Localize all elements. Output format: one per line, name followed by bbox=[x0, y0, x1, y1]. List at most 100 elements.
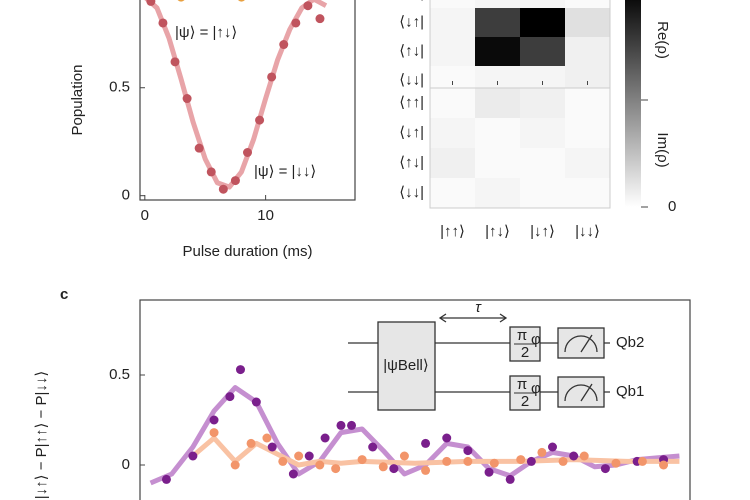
data-point bbox=[209, 415, 219, 425]
heat-cell bbox=[430, 118, 475, 148]
data-point bbox=[262, 433, 272, 443]
plot-frame bbox=[139, 299, 691, 500]
heat-cell bbox=[565, 88, 610, 118]
pulse-top: π bbox=[517, 327, 527, 344]
data-point bbox=[389, 464, 399, 474]
data-point bbox=[161, 474, 171, 484]
heat-cell bbox=[520, 118, 565, 148]
heat-cell bbox=[565, 118, 610, 148]
data-point bbox=[421, 438, 431, 448]
data-point bbox=[421, 465, 431, 475]
plot-frame bbox=[139, 0, 356, 201]
block-label: Im(ρ) bbox=[654, 132, 671, 167]
data-point bbox=[267, 442, 277, 452]
data-point bbox=[243, 148, 252, 158]
data-point bbox=[235, 365, 245, 375]
heat-cell bbox=[475, 118, 520, 148]
data-point bbox=[288, 469, 298, 479]
heat-cell bbox=[565, 8, 610, 37]
meter-icon bbox=[564, 334, 598, 353]
data-point bbox=[505, 474, 515, 484]
heat-cell bbox=[565, 178, 610, 208]
heat-cell bbox=[475, 0, 520, 8]
data-point bbox=[347, 420, 357, 430]
colorbar bbox=[625, 0, 641, 207]
heat-cell bbox=[475, 88, 520, 118]
data-point bbox=[294, 451, 304, 461]
heat-cell bbox=[520, 178, 565, 208]
heat-cell bbox=[430, 8, 475, 37]
y-axis-label: P|↓↑⟩ − P|↑↑⟩ − P|↓↓⟩ bbox=[33, 371, 50, 500]
y-tick-label: 0 bbox=[122, 456, 130, 473]
column-label: |↓↓⟩ bbox=[575, 223, 600, 240]
data-point bbox=[315, 14, 325, 24]
series-label: |ψ⟩ = |↑↓⟩ bbox=[175, 24, 237, 41]
heat-cell bbox=[520, 37, 565, 66]
heat-cell bbox=[430, 0, 475, 8]
data-point bbox=[331, 464, 341, 474]
data-point bbox=[548, 442, 557, 452]
data-point bbox=[182, 94, 192, 104]
row-label: ⟨↓↑| bbox=[399, 124, 424, 141]
y-axis-label: Population bbox=[69, 65, 86, 136]
data-point bbox=[659, 460, 669, 470]
heat-cell bbox=[565, 148, 610, 178]
pulse-bottom: 2 bbox=[521, 393, 529, 410]
data-point bbox=[320, 433, 330, 443]
x-tick-label: 0 bbox=[141, 207, 149, 224]
row-label: ⟨↑↓| bbox=[399, 154, 424, 171]
data-point bbox=[558, 456, 568, 466]
y-tick-label: 0 bbox=[122, 187, 130, 204]
data-point bbox=[463, 446, 473, 456]
heat-cell bbox=[430, 88, 475, 118]
heat-cell bbox=[475, 8, 520, 37]
heat-cell bbox=[475, 178, 520, 208]
data-point bbox=[442, 456, 452, 466]
fit-line bbox=[191, 435, 680, 468]
x-tick-label: 10 bbox=[257, 207, 274, 224]
delay-label: τ bbox=[475, 299, 482, 316]
data-point bbox=[600, 464, 610, 474]
data-point bbox=[637, 456, 647, 466]
data-point bbox=[230, 176, 240, 186]
panel-label: c bbox=[60, 286, 68, 303]
data-point bbox=[206, 167, 216, 177]
block-frame bbox=[429, 87, 611, 209]
heat-cell bbox=[475, 148, 520, 178]
data-point bbox=[158, 18, 168, 28]
column-label: |↑↓⟩ bbox=[485, 223, 510, 240]
heat-cell bbox=[520, 88, 565, 118]
row-label: ⟨↑↑| bbox=[399, 94, 424, 111]
data-point bbox=[146, 0, 156, 6]
meter-icon bbox=[564, 383, 598, 402]
data-point bbox=[442, 433, 452, 443]
heat-cell bbox=[430, 37, 475, 66]
y-tick-label: 0.5 bbox=[109, 79, 130, 96]
data-point bbox=[368, 442, 378, 452]
data-point bbox=[336, 420, 346, 430]
heat-cell bbox=[520, 148, 565, 178]
fit-line bbox=[149, 385, 680, 486]
meter bbox=[557, 376, 605, 408]
data-point bbox=[246, 438, 256, 448]
qubit-label: Qb1 bbox=[616, 383, 644, 400]
data-point bbox=[537, 447, 547, 457]
data-point bbox=[463, 456, 473, 466]
data-point bbox=[170, 57, 180, 67]
heat-cell bbox=[430, 178, 475, 208]
data-point bbox=[484, 467, 494, 477]
y-tick-label: 0.5 bbox=[109, 366, 130, 383]
data-point bbox=[251, 397, 261, 407]
heat-cell bbox=[565, 37, 610, 66]
data-point bbox=[279, 40, 289, 50]
data-point bbox=[230, 460, 240, 470]
heat-cell bbox=[430, 148, 475, 178]
heat-cell bbox=[565, 0, 610, 8]
data-point bbox=[399, 451, 409, 461]
row-label: ⟨↓↓| bbox=[399, 71, 424, 88]
data-point bbox=[177, 0, 185, 2]
data-point bbox=[218, 184, 228, 194]
row-label: ⟨↓↑| bbox=[399, 13, 424, 30]
circuit: |ψBell⟩ τ π φ2π φ2 Qb2 Qb1 bbox=[348, 299, 644, 411]
